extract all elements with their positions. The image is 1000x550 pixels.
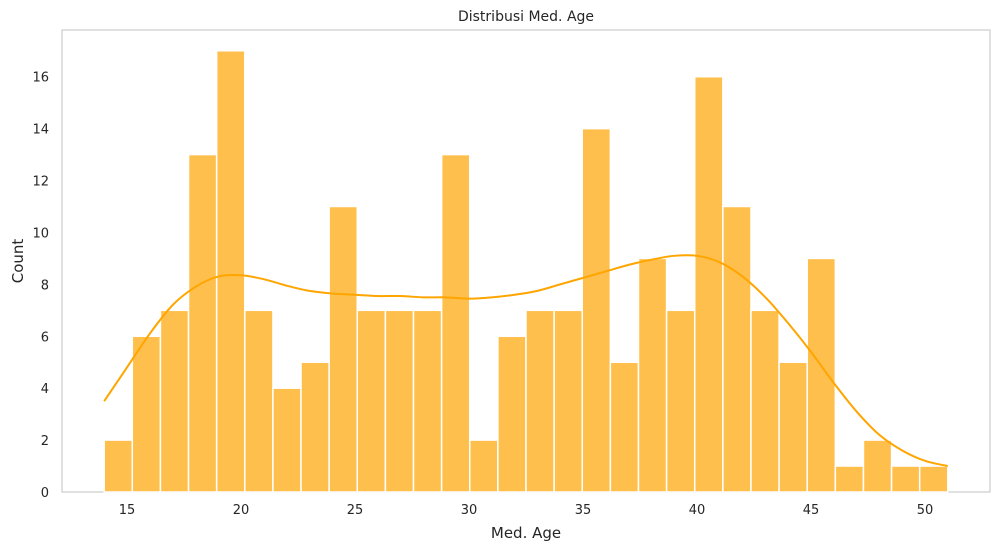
y-tick-label: 16 [32, 71, 49, 86]
histogram-bar [834, 465, 865, 493]
histogram-bar [131, 335, 162, 493]
y-axis-ticks: 0 2 4 6 8 10 12 14 16 [32, 71, 49, 501]
y-tick-label: 14 [32, 123, 49, 138]
histogram-bar [469, 439, 499, 493]
histogram-bar [553, 309, 583, 493]
x-axis-label: Med. Age [491, 524, 561, 542]
bars-group [103, 50, 949, 493]
histogram-bar [581, 127, 612, 493]
x-tick-label: 45 [803, 503, 820, 518]
histogram-bar [300, 361, 330, 493]
y-tick-label: 2 [41, 434, 49, 449]
histogram-bar [665, 309, 696, 493]
histogram-bar [750, 309, 780, 493]
x-tick-label: 35 [575, 503, 592, 518]
histogram-bar [497, 335, 527, 493]
histogram-bar [918, 465, 949, 493]
x-tick-label: 20 [233, 503, 250, 518]
histogram-bar [609, 361, 640, 493]
histogram-bar [890, 465, 921, 493]
histogram-bar [778, 361, 808, 493]
y-tick-label: 4 [41, 382, 49, 397]
histogram-bar [215, 50, 246, 493]
histogram-bar [862, 439, 893, 493]
histogram-bar [244, 309, 274, 493]
x-tick-label: 25 [347, 503, 364, 518]
y-tick-label: 6 [41, 330, 49, 345]
y-tick-label: 0 [41, 486, 49, 501]
histogram-bar [159, 309, 190, 493]
histogram-bar [187, 153, 218, 493]
histogram-bar [722, 205, 752, 493]
histogram-bar [356, 309, 387, 493]
histogram-bar [272, 387, 302, 493]
histogram-bar [103, 439, 134, 493]
x-axis-ticks: 15 20 25 30 35 40 45 50 [119, 503, 934, 518]
x-tick-label: 30 [461, 503, 478, 518]
histogram-bar [525, 309, 555, 493]
histogram-bar [384, 309, 415, 493]
y-tick-label: 10 [32, 226, 49, 241]
x-tick-label: 40 [689, 503, 706, 518]
histogram-bar [412, 309, 443, 493]
y-axis-label: Count [9, 239, 27, 284]
y-tick-label: 8 [41, 278, 49, 293]
x-tick-label: 50 [917, 503, 934, 518]
histogram-bar [440, 153, 471, 493]
histogram-bar [328, 205, 359, 493]
y-tick-label: 12 [32, 175, 49, 190]
chart-title: Distribusi Med. Age [458, 9, 594, 25]
kde-line [103, 254, 949, 468]
x-tick-label: 15 [119, 503, 136, 518]
histogram-bar [637, 257, 668, 493]
histogram-bar [806, 257, 837, 493]
histogram-bar [693, 75, 724, 493]
